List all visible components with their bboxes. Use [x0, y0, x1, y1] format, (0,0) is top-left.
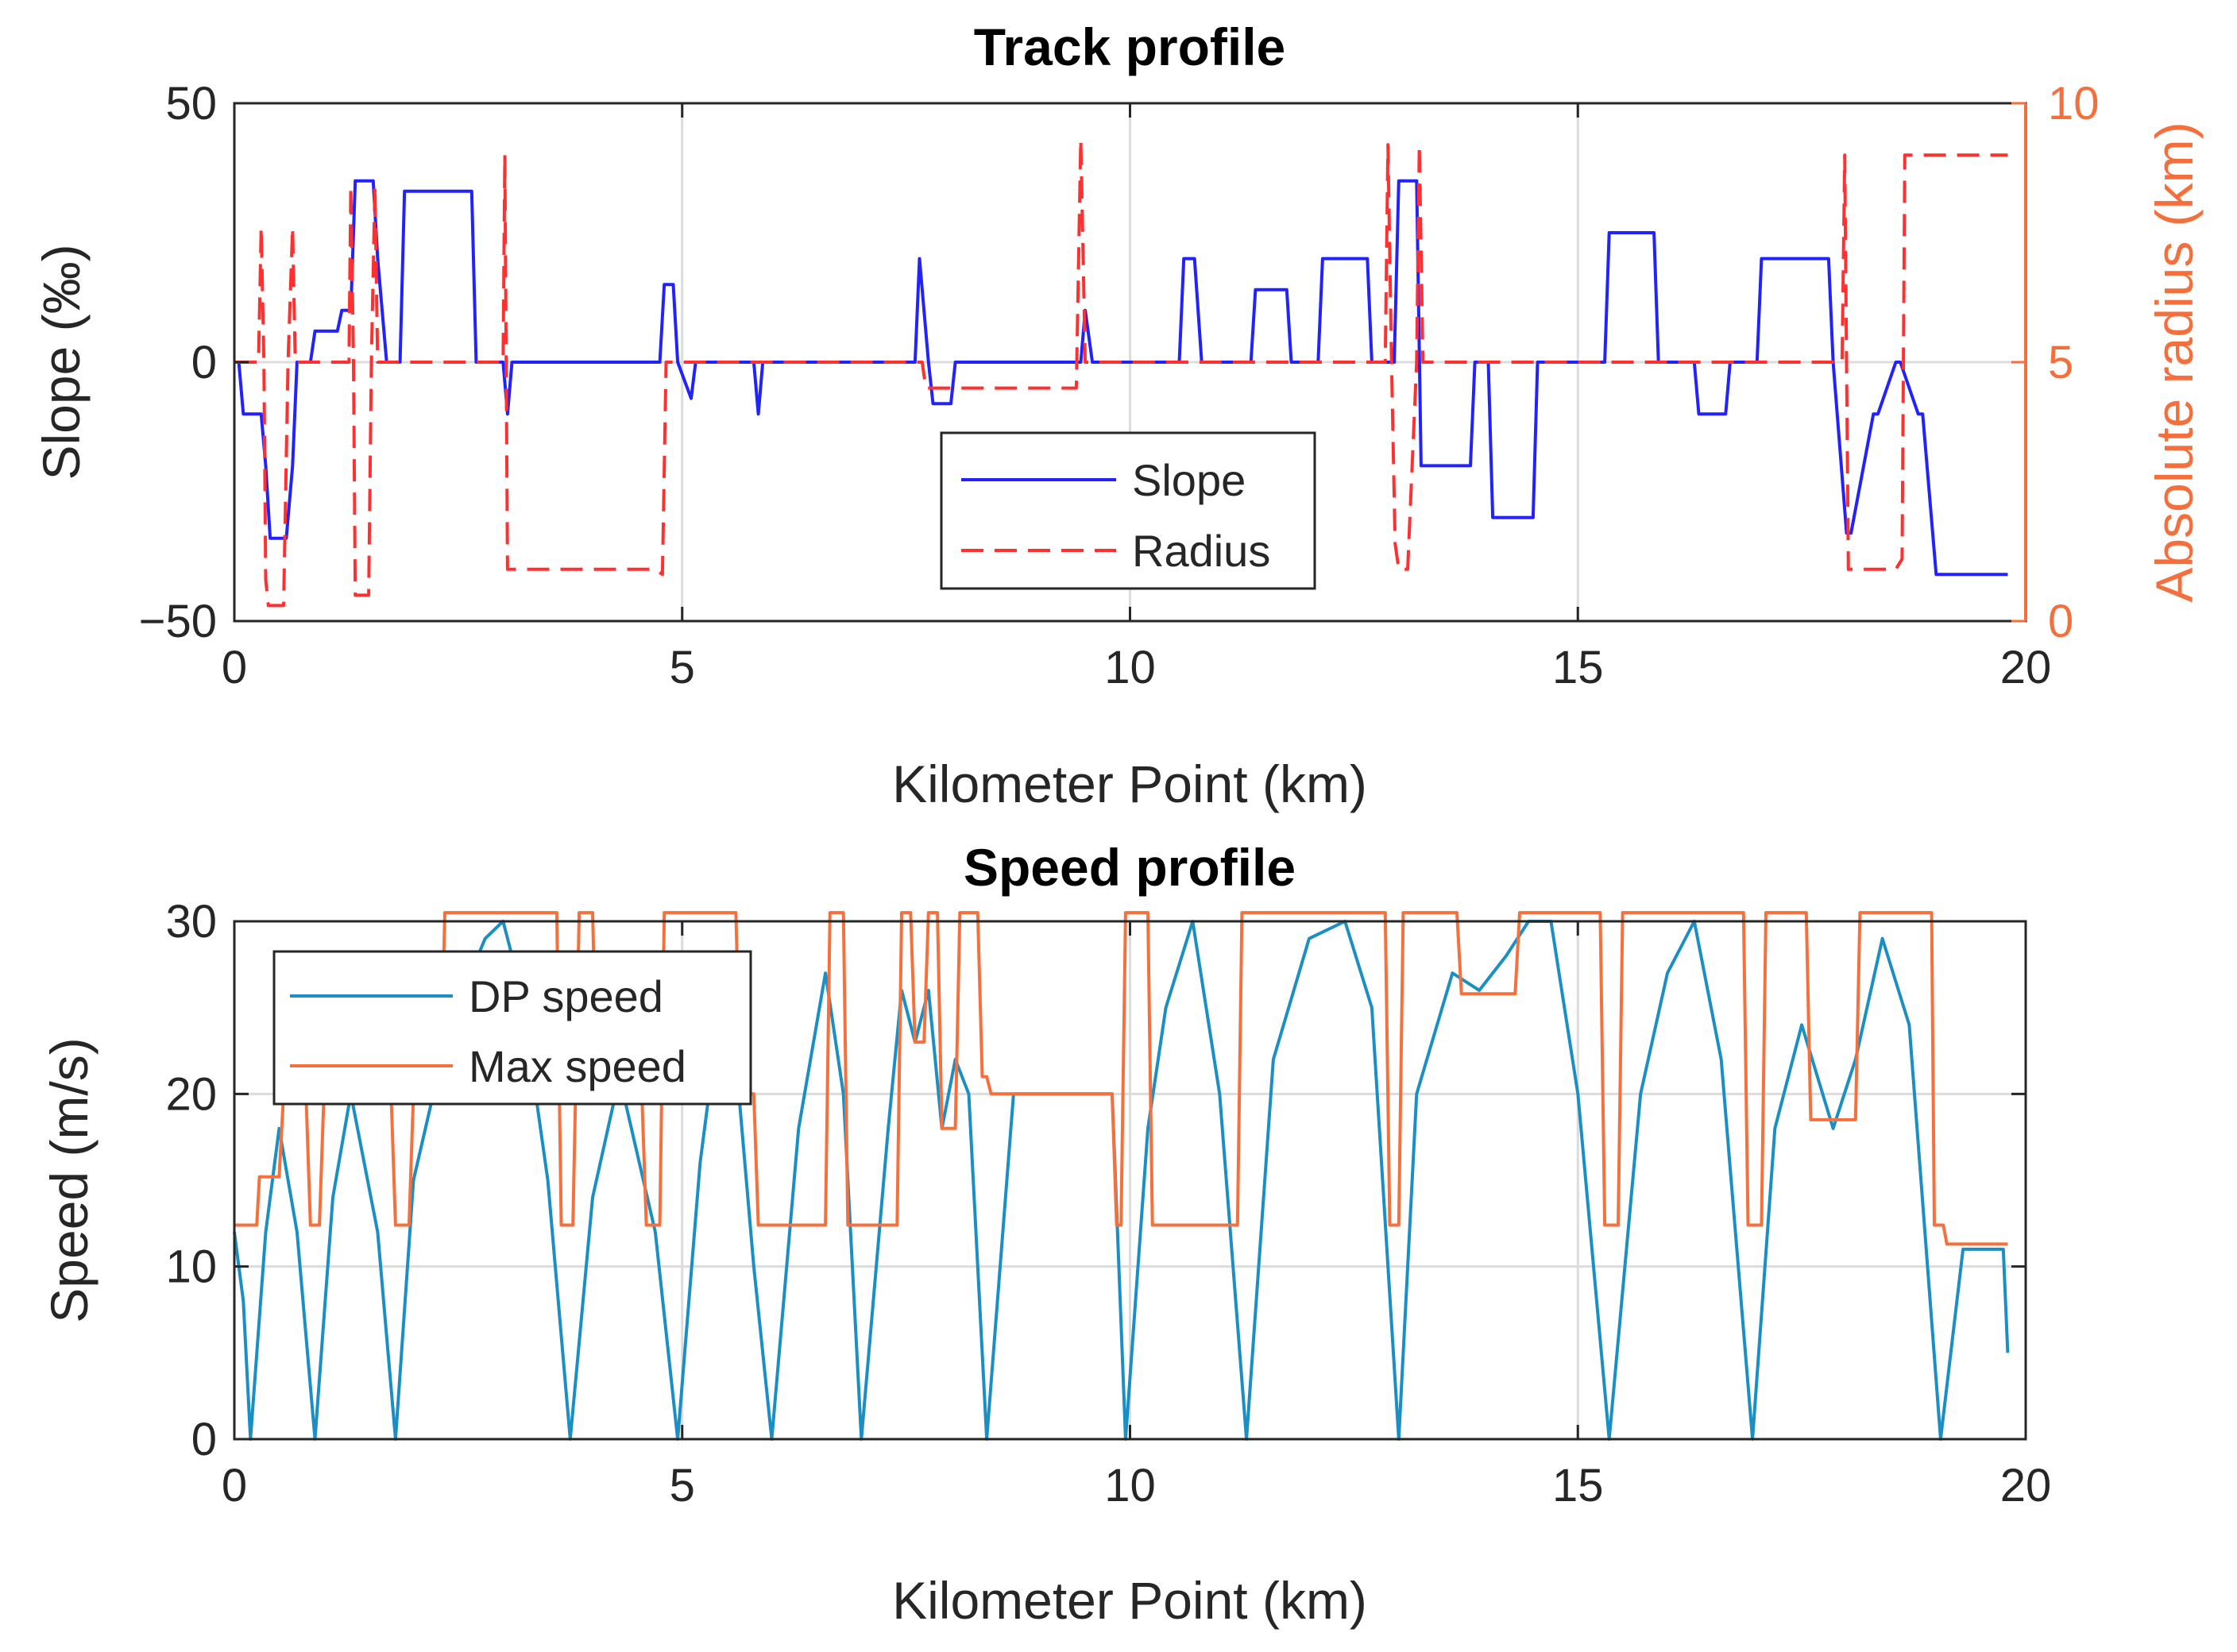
x-tick-label: 5: [670, 642, 695, 693]
x-tick-label: 15: [1552, 642, 1604, 693]
y-tick-label: 10: [165, 1241, 217, 1293]
legend-label-max-speed: Max speed: [469, 1041, 686, 1091]
track-series: [234, 137, 2008, 608]
speed-x-axis-label: Kilometer Point (km): [892, 1571, 1367, 1630]
track-legend-box: [940, 431, 1316, 590]
speed-legend-box: [272, 950, 752, 1106]
x-tick-label: 0: [222, 642, 247, 693]
track-legend: Slope Radius: [940, 431, 1316, 590]
track-x-axis-label: Kilometer Point (km): [892, 755, 1367, 813]
y-tick-label: 0: [191, 1414, 217, 1465]
legend-label-slope: Slope: [1132, 455, 1246, 505]
speed-y-axis-label: Speed (m/s): [40, 1037, 99, 1322]
speed-ticks: 0 5 10 15 20 0 10 20 30: [165, 896, 2051, 1511]
legend-label-dp-speed: DP speed: [469, 971, 663, 1021]
y2-tick-label: 5: [2048, 337, 2073, 388]
y-tick-label: 50: [165, 78, 217, 129]
track-chart-title: Track profile: [974, 17, 1286, 76]
x-tick-label: 20: [2000, 1460, 2052, 1511]
x-tick-label: 15: [1552, 1460, 1604, 1511]
y-tick-label: −50: [139, 596, 217, 647]
y-tick-label: 30: [165, 896, 217, 948]
speed-chart-title: Speed profile: [964, 838, 1296, 897]
x-tick-label: 10: [1104, 1460, 1156, 1511]
series-radius: [234, 137, 2008, 608]
legend-label-radius: Radius: [1132, 526, 1270, 576]
speed-legend: DP speed Max speed: [272, 950, 752, 1106]
y2-tick-label: 10: [2048, 78, 2100, 129]
speed-profile-chart: 0 5 10 15 20 0 10 20 30 Speed profile Kilometer …: [40, 838, 2051, 1630]
track-y-axis-label: Slope (‰): [32, 244, 91, 480]
x-tick-label: 5: [670, 1460, 695, 1511]
x-tick-label: 10: [1104, 642, 1156, 693]
y-tick-label: 0: [191, 337, 217, 388]
y-tick-label: 20: [165, 1068, 217, 1120]
y2-tick-label: 0: [2048, 596, 2073, 647]
x-tick-label: 0: [222, 1460, 247, 1511]
track-y2-axis-label: Absolute radius (km): [2145, 122, 2204, 602]
x-tick-label: 20: [2000, 642, 2052, 693]
